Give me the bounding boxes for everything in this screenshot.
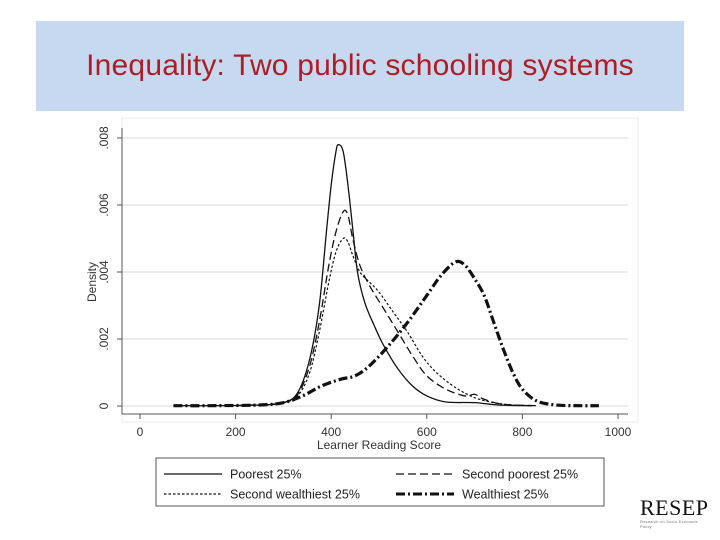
y-tick-label: .002 (97, 327, 111, 351)
x-tick-label: 400 (321, 425, 341, 439)
x-tick-label: 0 (137, 425, 144, 439)
density-chart: 0 .002 .004 .006 .008 0 200 400 600 800 1000 Learne… (85, 117, 639, 507)
density-curve-4 (173, 259, 599, 408)
y-tick-label: .004 (97, 260, 111, 284)
y-tick-label: .006 (97, 193, 111, 217)
legend-box (155, 457, 605, 507)
legend-label: Poorest 25% (230, 468, 302, 482)
y-tick-label: 0 (97, 402, 111, 409)
density-curve-2 (235, 209, 537, 407)
logo-subtitle: Research on Socio-Economic Policy (640, 519, 698, 529)
legend-label: Second poorest 25% (462, 468, 578, 482)
y-axis-label: Density (85, 262, 99, 302)
legend-label: Wealthiest 25% (462, 488, 549, 502)
slide-title: Inequality: Two public schooling systems (86, 49, 634, 82)
x-tick-label: 200 (226, 425, 246, 439)
title-banner: Inequality: Two public schooling systems (36, 21, 684, 111)
chart-container: 0 .002 .004 .006 .008 0 200 400 600 800 1000 Learne… (78, 116, 640, 528)
x-tick-label: 600 (417, 425, 437, 439)
resep-logo: RESEP Research on Socio-Economic Policy (640, 495, 709, 530)
density-curve-3 (226, 237, 532, 407)
density-curve-1 (173, 144, 532, 407)
y-tick-label: .008 (97, 126, 111, 150)
x-axis-label: Learner Reading Score (317, 438, 441, 452)
x-tick-label: 1000 (605, 425, 632, 439)
logo-wordmark: RESEP (640, 495, 709, 520)
plot-area (121, 117, 639, 423)
x-tick-label: 800 (512, 425, 532, 439)
legend-label: Second wealthiest 25% (230, 488, 360, 502)
